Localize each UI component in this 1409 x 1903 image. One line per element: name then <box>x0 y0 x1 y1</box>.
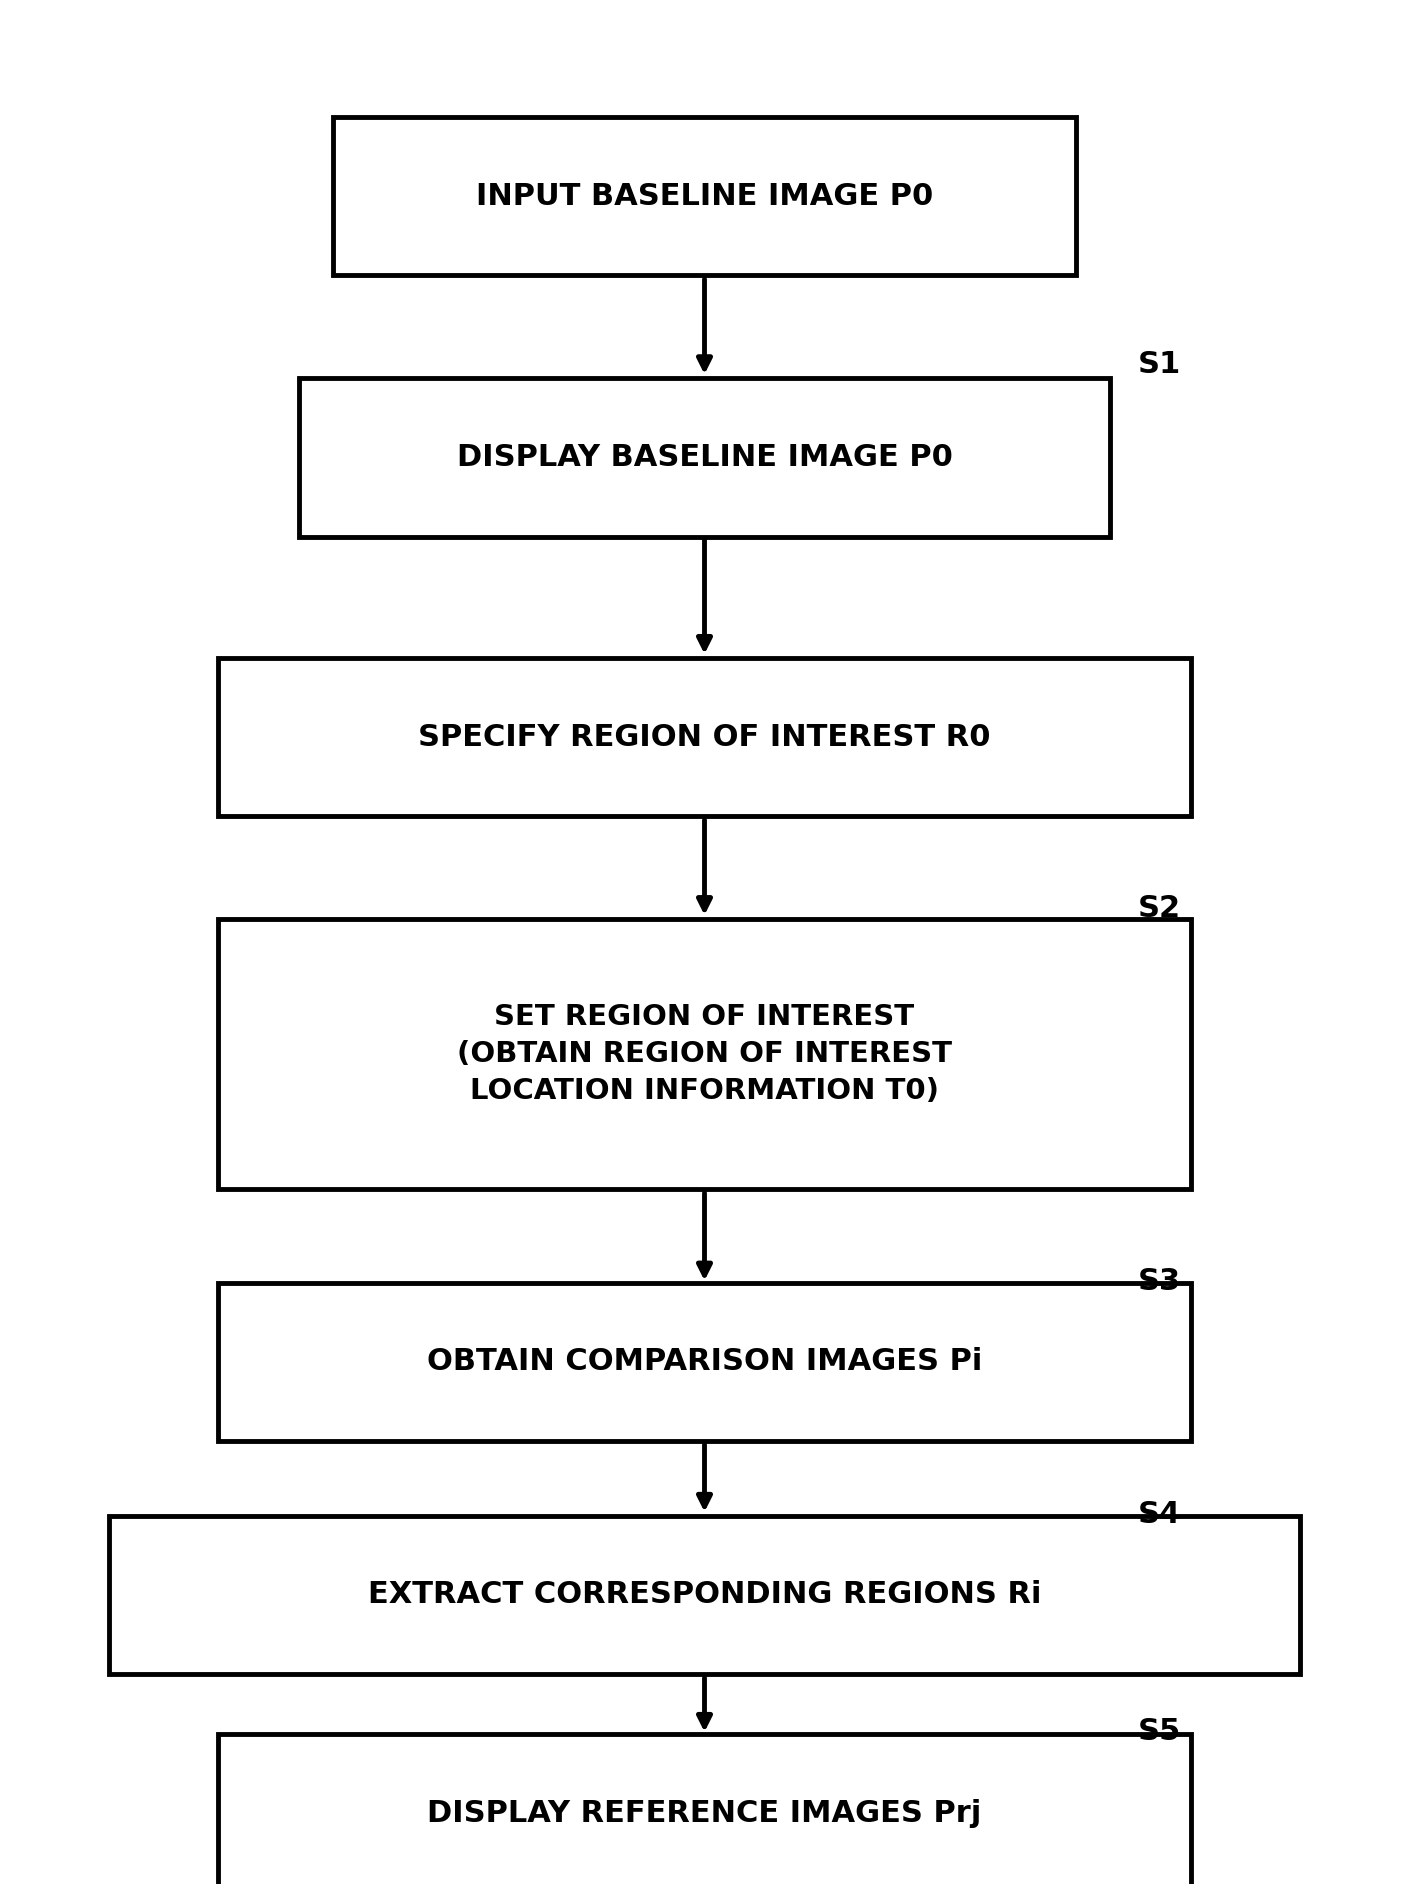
Text: INPUT BASELINE IMAGE P0: INPUT BASELINE IMAGE P0 <box>476 181 933 211</box>
Text: OBTAIN COMPARISON IMAGES Pi: OBTAIN COMPARISON IMAGES Pi <box>427 1347 982 1376</box>
FancyBboxPatch shape <box>333 116 1076 276</box>
Text: S5: S5 <box>1137 1717 1181 1745</box>
FancyBboxPatch shape <box>217 1734 1192 1892</box>
Text: DISPLAY BASELINE IMAGE P0: DISPLAY BASELINE IMAGE P0 <box>457 443 952 472</box>
Text: S3: S3 <box>1137 1267 1181 1296</box>
Text: S4: S4 <box>1137 1500 1181 1530</box>
FancyBboxPatch shape <box>299 379 1110 537</box>
FancyBboxPatch shape <box>217 658 1192 816</box>
Text: EXTRACT CORRESPONDING REGIONS Ri: EXTRACT CORRESPONDING REGIONS Ri <box>368 1579 1041 1610</box>
Text: SPECIFY REGION OF INTEREST R0: SPECIFY REGION OF INTEREST R0 <box>418 723 991 752</box>
Text: DISPLAY REFERENCE IMAGES Prj: DISPLAY REFERENCE IMAGES Prj <box>427 1798 982 1827</box>
Text: SET REGION OF INTEREST
(OBTAIN REGION OF INTEREST
LOCATION INFORMATION T0): SET REGION OF INTEREST (OBTAIN REGION OF… <box>457 1003 952 1106</box>
FancyBboxPatch shape <box>217 1283 1192 1441</box>
Text: S1: S1 <box>1137 350 1181 379</box>
FancyBboxPatch shape <box>217 919 1192 1189</box>
FancyBboxPatch shape <box>110 1515 1299 1675</box>
Text: S2: S2 <box>1137 894 1181 923</box>
